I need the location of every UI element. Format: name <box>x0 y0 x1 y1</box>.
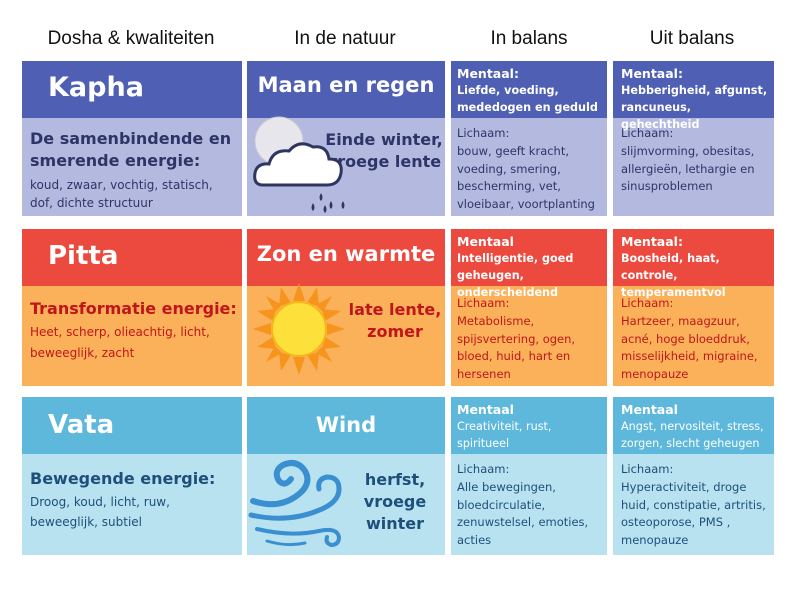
kapha-nature-title: Maan en regen <box>257 73 435 97</box>
vata-balance-body: Alle bewegingen, bloedcirculatie, zenuws… <box>457 480 589 547</box>
kapha-balance-mental: Liefde, voeding, mededogen en geduld <box>457 84 598 114</box>
vata-imbalance-mental-label: Mentaal <box>621 402 678 417</box>
kapha-season: Einde winter, vroege lente <box>325 130 443 171</box>
header-imbalance: Uit balans <box>649 28 735 49</box>
pitta-energy-title: Transformatie energie: <box>30 299 237 318</box>
vata-energy-desc: Droog, koud, licht, ruw, beweeglijk, sub… <box>30 495 170 529</box>
vata-imbalance-mental: Angst, nervositeit, stress, zorgen, slec… <box>621 420 764 450</box>
vata-energy-title: Bewegende energie: <box>30 469 216 488</box>
pitta-energy-cell: Transformatie energie: Heet, scherp, oli… <box>22 286 242 386</box>
kapha-title: Kapha <box>48 72 144 103</box>
kapha-energy-desc: koud, zwaar, vochtig, statisch, dof, dic… <box>30 178 213 210</box>
vata-balance-cell: Mentaal Creativiteit, rust, spiritueel L… <box>451 397 607 555</box>
vata-balance-mental-label: Mentaal <box>457 402 514 417</box>
kapha-balance-cell: Mentaal: Liefde, voeding, mededogen en g… <box>451 61 607 216</box>
kapha-nature-cell: Maan en regen Einde winter, vroege lente <box>247 61 445 216</box>
pitta-season: late lente, zomer <box>348 300 442 341</box>
kapha-imbalance-body: slijmvorming, obesitas, allergieën, leth… <box>621 144 755 193</box>
pitta-energy-desc: Heet, scherp, olieachtig, licht, beweegl… <box>30 325 210 360</box>
vata-balance-body-label: Lichaam: <box>457 462 510 476</box>
vata-nature-cell: Wind herfst, vroege winter <box>247 397 445 555</box>
vata-imbalance-body: Hyperactiviteit, droge huid, constipatie… <box>621 480 766 547</box>
vata-balance-mental: Creativiteit, rust, spiritueel <box>457 420 552 450</box>
pitta-balance-cell: Mentaal Intelligentie, goed geheugen, on… <box>451 229 607 386</box>
kapha-imbalance-cell: Mentaal: Hebberigheid, afgunst, rancuneu… <box>613 61 774 216</box>
kapha-balance-body: bouw, geeft kracht, voeding, smering, be… <box>457 144 595 211</box>
pitta-balance-mental: Intelligentie, goed geheugen, onderschei… <box>457 252 574 299</box>
pitta-balance-body: Metabolisme, spijsvertering, ogen, bloed… <box>457 314 576 381</box>
vata-season: herfst, vroege winter <box>363 470 427 533</box>
pitta-title: Pitta <box>48 241 119 271</box>
vata-title: Vata <box>48 410 115 440</box>
pitta-title-cell <box>22 229 242 286</box>
kapha-imbalance-body-label: Lichaam: <box>621 126 674 140</box>
vata-nature-title: Wind <box>315 413 377 437</box>
pitta-imbalance-mental: Boosheid, haat, controle, temperamentvol <box>621 252 726 299</box>
vata-imbalance-body-label: Lichaam: <box>621 462 674 476</box>
kapha-balance-mental-label: Mentaal: <box>457 66 519 81</box>
kapha-imbalance-mental: Hebberigheid, afgunst, rancuneus, gehech… <box>621 84 768 131</box>
header-dosha: Dosha & kwaliteiten <box>47 28 215 49</box>
wind-icon <box>248 460 342 548</box>
kapha-energy-title: De samenbindende en smerende energie: <box>30 129 232 170</box>
vata-title-cell <box>22 397 242 454</box>
pitta-imbalance-cell: Mentaal: Boosheid, haat, controle, tempe… <box>613 229 774 386</box>
kapha-imbalance-mental-label: Mentaal: <box>621 66 683 81</box>
kapha-balance-body-label: Lichaam: <box>457 126 510 140</box>
pitta-imbalance-body-label: Lichaam: <box>621 296 674 310</box>
pitta-balance-mental-label: Mentaal <box>457 234 514 249</box>
pitta-imbalance-body: Hartzeer, maagzuur, acné, hoge bloeddruk… <box>621 314 758 381</box>
header-nature: In de natuur <box>294 28 396 49</box>
header-balance: In balans <box>490 28 568 49</box>
kapha-energy-cell: De samenbindende en smerende energie: ko… <box>22 118 242 216</box>
pitta-nature-title: Zon en warmte <box>256 242 436 266</box>
pitta-imbalance-mental-label: Mentaal: <box>621 234 683 249</box>
kapha-title-cell <box>22 61 242 118</box>
pitta-balance-body-label: Lichaam: <box>457 296 510 310</box>
sun-icon <box>253 283 345 375</box>
cloud-rain-moon-icon <box>253 116 345 213</box>
vata-imbalance-cell: Mentaal Angst, nervositeit, stress, zorg… <box>613 397 774 555</box>
vata-energy-cell: Bewegende energie: Droog, koud, licht, r… <box>22 454 242 555</box>
pitta-nature-cell: Zon en warmte late lente, zomer <box>247 229 445 386</box>
